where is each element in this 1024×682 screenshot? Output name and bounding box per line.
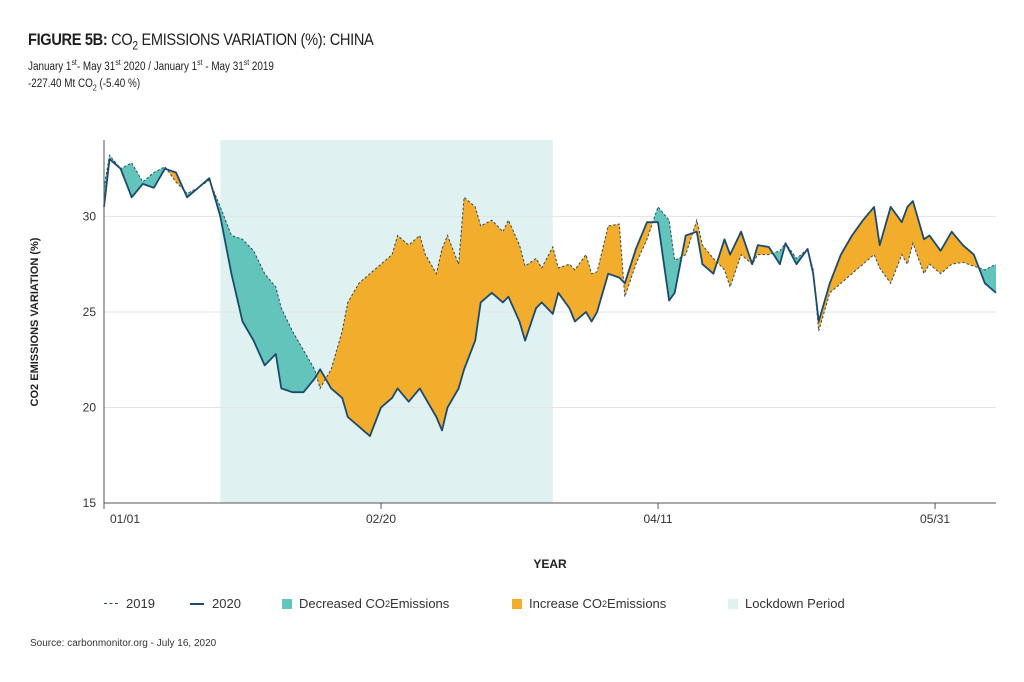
chart-title: FIGURE 5B: CO2 EMISSIONS VARIATION (%): … <box>28 30 374 53</box>
source-note: Source: carbonmonitor.org - July 16, 202… <box>30 638 217 649</box>
y-tick-label: 30 <box>83 209 97 223</box>
y-tick-label: 25 <box>83 305 97 319</box>
y-tick-label: 20 <box>83 400 97 414</box>
x-tick-label: 04/11 <box>643 512 672 526</box>
x-tick-label: 05/31 <box>920 512 950 526</box>
lightblue-swatch-icon <box>728 598 738 609</box>
chart-subtitle-dates: January 1st- May 31st 2020 / January 1st… <box>28 58 274 74</box>
emissions-chart: 15 20 25 30 01/01 02/20 04/11 05/31 YEAR CO2 EMIS… <box>29 140 997 571</box>
legend-decreased: Decreased CO 2 Emissions <box>282 596 449 611</box>
orange-swatch-icon <box>512 598 522 609</box>
increase-area <box>316 197 624 437</box>
legend-2019: 2019 <box>104 596 155 611</box>
legend-increase: Increase CO 2 Emissions <box>512 596 666 611</box>
solid-line-icon <box>190 602 204 605</box>
chart-header: FIGURE 5B: CO2 EMISSIONS VARIATION (%): … <box>28 30 430 93</box>
y-tick-label: 15 <box>83 496 97 510</box>
y-axis-title: CO2 EMISSIONS VARIATION (%) <box>29 237 41 406</box>
increase-area <box>623 222 653 297</box>
decrease-area <box>979 264 996 293</box>
legend-2020: 2020 <box>190 596 241 611</box>
x-tick-label: 01/01 <box>110 512 140 526</box>
decrease-area <box>104 155 167 207</box>
x-axis-title: YEAR <box>533 557 567 571</box>
chart-subtitle-total: -227.40 Mt CO2 (-5.40 %) <box>28 78 141 93</box>
legend-lockdown: Lockdown Period <box>728 596 845 611</box>
series-2020-line <box>103 158 997 437</box>
dashed-line-icon <box>104 603 118 604</box>
teal-swatch-icon <box>282 598 292 609</box>
x-tick-label: 02/20 <box>366 512 396 526</box>
legend: 2019 2020 Decreased CO 2 Emissions Increa… <box>0 596 1024 614</box>
increase-area <box>681 220 718 274</box>
decrease-area <box>211 184 317 393</box>
